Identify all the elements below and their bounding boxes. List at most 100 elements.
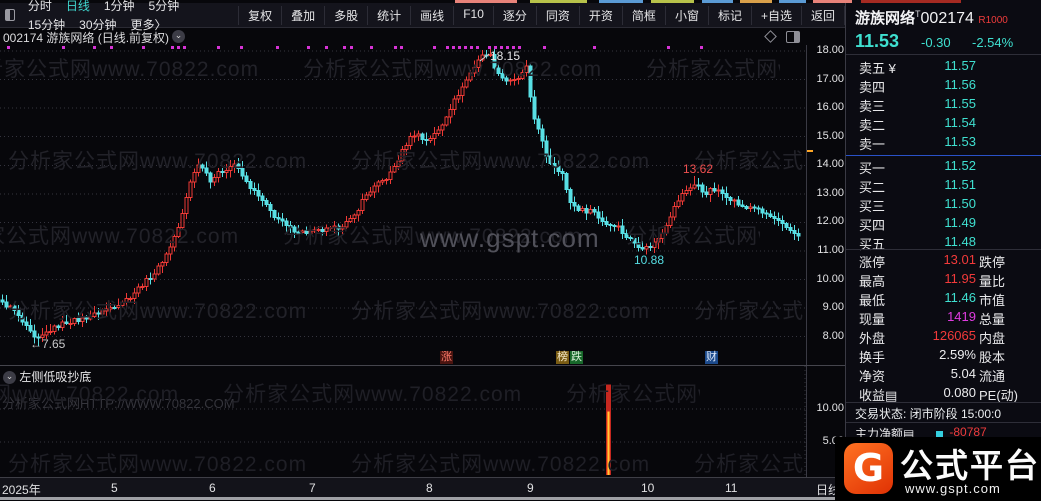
price-change: -0.30 (921, 35, 951, 50)
quote-header: 游族网络T002174 R1000 (855, 7, 1008, 28)
tools-menu-item[interactable]: 多股 (324, 5, 367, 25)
tools-menu-item[interactable]: +自选 (750, 5, 801, 25)
period-menu-item[interactable]: 更多〉 (130, 18, 167, 32)
price-tick-label: 9.00 (822, 301, 844, 314)
price-annotation: ←7.65 (30, 337, 66, 351)
tools-menu-item[interactable]: 简框 (621, 5, 665, 25)
time-tick-label: 5 (111, 481, 118, 495)
indicator-panel[interactable]: ⌄ 左侧低吸抄底 分析家公式网HTTP://WWW.70822.COM 分析家公… (0, 366, 806, 477)
period-menu: 分时 日线 1分钟 5分钟 15分钟 30分钟 更多〉 (21, 0, 212, 34)
signal-dot (7, 46, 10, 49)
scrollbar-strip[interactable] (0, 497, 845, 500)
watermark-text: 分析家公式网www.70822.com 分析家公式网www.70822.com … (0, 58, 780, 81)
tools-menu-item[interactable]: 标记 (707, 5, 751, 25)
tools-menu-item[interactable]: 画线 (410, 5, 453, 25)
time-tick-label: 6 (209, 481, 216, 495)
quick-tag-财[interactable]: 财 (705, 351, 718, 364)
signal-dot (142, 46, 145, 49)
watermark-text: 分析家公式网www.70822.com 分析家公式网www.70822.com … (0, 225, 760, 248)
info-label: 收益▤ (859, 388, 898, 403)
info-row: 最高 11.95 量比 (846, 271, 1041, 290)
price-annotation: 10.88 (634, 253, 665, 267)
tools-menu-item[interactable]: 开资 (578, 5, 622, 25)
price-tick-label: 11.00 (817, 243, 844, 256)
tools-menu-item[interactable]: F10 (453, 5, 493, 25)
price-tick-label: 8.00 (822, 329, 844, 342)
bid-row-price: 11.49 (944, 215, 976, 230)
ask-row-label: 卖二 (859, 118, 886, 133)
tools-menu-item[interactable]: 小窗 (664, 5, 708, 25)
quick-tag-榜[interactable]: 榜 (556, 351, 569, 364)
chevron-down-icon[interactable]: ⌄ (3, 371, 16, 385)
watermark-center: www.gspt.com (420, 223, 600, 253)
chevron-down-icon[interactable]: ⌄ (172, 30, 185, 43)
tools-menu-item[interactable]: 统计 (367, 5, 410, 25)
signal-dot (171, 46, 174, 49)
info-label-2: 内盘 (979, 331, 1006, 346)
time-tick-label: 10 (641, 481, 655, 495)
main-candlestick-chart[interactable]: 分析家公式网www.70822.com 分析家公式网www.70822.com … (0, 45, 806, 365)
ask-row: 卖二 11.54 (846, 115, 1041, 134)
info-value: 11.46 (944, 290, 976, 305)
top-strip-segment (455, 0, 517, 3)
price-tick-label: 15.00 (816, 129, 844, 142)
top-strip-segment (779, 0, 806, 3)
info-value: 11.95 (944, 271, 976, 286)
info-label-2: 市值 (979, 293, 1006, 308)
period-menu-item[interactable]: 15分钟 (27, 18, 66, 32)
signal-dot (343, 46, 346, 49)
ask-row-price: 11.56 (944, 77, 976, 92)
info-row: 收益▤ 0.080 PE(动) (846, 385, 1041, 404)
window-layout-icon[interactable] (5, 9, 15, 21)
stock-tag: T (915, 9, 921, 19)
tools-menu-item[interactable]: 叠加 (281, 5, 324, 25)
bid-row: 买三 11.50 (846, 196, 1041, 215)
period-menu-item[interactable]: 30分钟 (79, 18, 117, 32)
bid-row-label: 买三 (859, 199, 886, 214)
bid-row-price: 11.51 (944, 177, 976, 192)
ask-row-price: 11.57 (944, 58, 976, 73)
period-menu-item[interactable]: 分时 (27, 0, 52, 13)
signal-dot (518, 46, 521, 49)
ask-row-price: 11.55 (944, 96, 976, 111)
split-view-icon[interactable] (786, 31, 800, 43)
period-menu-item[interactable]: 日线 (65, 0, 90, 13)
trade-status: 交易状态: 闭市阶段 15:00:0 (855, 407, 1002, 421)
ask-row: 卖四 11.56 (846, 77, 1041, 96)
signal-dot (543, 46, 546, 49)
tools-menu-item[interactable]: 逐分 (492, 5, 536, 25)
separator (846, 54, 1041, 55)
indicator-svg (0, 366, 806, 477)
period-menu-item[interactable]: 1分钟 (103, 0, 135, 13)
bid-row-label: 买二 (859, 180, 886, 195)
info-row: 现量 1419 总量 (846, 309, 1041, 328)
info-label: 最高 (859, 274, 886, 289)
bid-ask-divider (846, 155, 1041, 156)
tools-menu-item[interactable]: 复权 (238, 5, 281, 25)
info-row: 最低 11.46 市值 (846, 290, 1041, 309)
quick-tag-涨[interactable]: 涨 (440, 351, 453, 364)
period-menu-item[interactable]: 5分钟 (148, 0, 180, 13)
quick-tag-跌[interactable]: 跌 (570, 351, 583, 364)
info-value: 1419 (947, 309, 976, 324)
tools-menu-item[interactable]: 同资 (535, 5, 579, 25)
top-strip-segment (861, 0, 961, 3)
info-value: 0.080 (943, 385, 976, 400)
info-label-2: 量比 (979, 274, 1006, 289)
info-row: 换手 2.59% 股本 (846, 347, 1041, 366)
top-strip-segment (530, 0, 587, 3)
info-label-2: 跌停 (979, 255, 1006, 270)
panel-divider[interactable] (0, 365, 845, 366)
separator (846, 422, 1041, 423)
bid-row-price: 11.50 (944, 196, 976, 211)
gspt-logo-icon: G (844, 443, 893, 494)
signal-dot (476, 46, 479, 49)
ask-row: 卖五 ¥ 11.57 (846, 58, 1041, 77)
tools-menu-item[interactable]: 返回 (800, 5, 845, 25)
bid-row: 买一 11.52 (846, 158, 1041, 177)
diamond-tool-icon[interactable] (764, 30, 777, 43)
info-label-2: PE(动) (979, 388, 1019, 403)
time-tick-label: 2025年 (2, 483, 41, 497)
price-tick-label: 14.00 (816, 158, 844, 171)
